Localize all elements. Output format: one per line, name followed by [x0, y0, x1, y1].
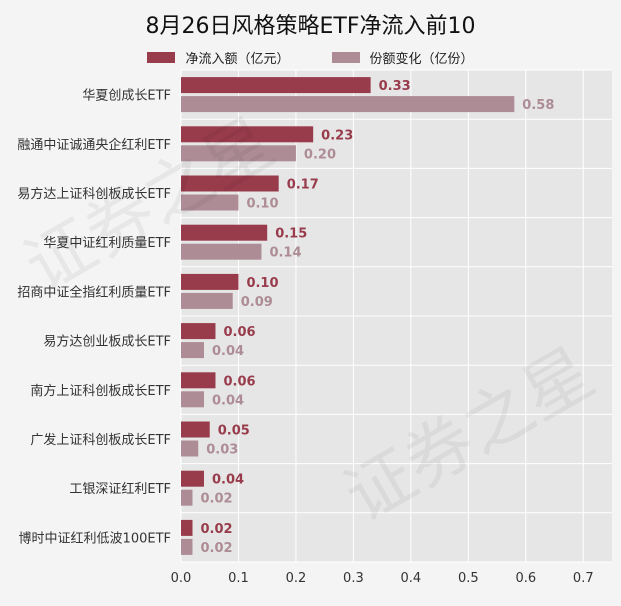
bar-share-change	[181, 342, 204, 359]
x-tick-label: 0.7	[573, 571, 594, 586]
data-label: 0.02	[200, 492, 232, 507]
y-category-label: 华夏中证红利质量ETF	[43, 235, 171, 251]
y-category-label: 易方达上证科创板成长ETF	[17, 186, 171, 202]
bar-share-change	[181, 538, 193, 555]
bar-net-inflow	[181, 519, 193, 536]
bar-share-change	[181, 489, 193, 506]
legend-item-series2: 份额变化（亿份）	[331, 48, 474, 67]
bar-net-inflow	[181, 421, 210, 438]
data-label: 0.02	[200, 522, 232, 537]
chart-title: 8月26日风格策略ETF净流入前10	[145, 14, 476, 39]
bar-net-inflow	[181, 323, 216, 340]
y-category-label: 招商中证全指红利质量ETF	[17, 284, 171, 300]
bar-net-inflow	[181, 470, 204, 487]
bar-net-inflow	[181, 224, 268, 241]
data-label: 0.58	[522, 98, 554, 113]
x-tick-label: 0.1	[228, 571, 249, 586]
x-tick-label: 0.4	[401, 571, 422, 586]
y-category-label: 南方上证科创板成长ETF	[30, 383, 171, 399]
data-label: 0.15	[275, 227, 307, 242]
data-label: 0.17	[287, 178, 319, 193]
bar-share-change	[181, 96, 515, 113]
bar-net-inflow	[181, 372, 216, 389]
data-label: 0.10	[246, 197, 278, 212]
data-label: 0.03	[206, 443, 238, 458]
y-category-label: 广发上证科创板成长ETF	[30, 432, 171, 448]
data-label: 0.20	[304, 147, 336, 162]
legend-item-series1: 净流入额（亿元）	[147, 48, 290, 67]
x-tick-label: 0.5	[458, 571, 479, 586]
bar-net-inflow	[181, 126, 314, 143]
legend-swatch-series2	[331, 52, 360, 63]
x-tick-label: 0.3	[343, 571, 364, 586]
data-label: 0.33	[379, 79, 411, 94]
bar-net-inflow	[181, 175, 279, 192]
legend-label-series1: 净流入额（亿元）	[185, 52, 290, 67]
data-label: 0.10	[246, 276, 278, 291]
x-tick-label: 0.6	[515, 571, 536, 586]
y-category-label: 博时中证红利低波100ETF	[19, 530, 171, 546]
y-category-label: 华夏创成长ETF	[82, 89, 171, 104]
data-label: 0.09	[241, 295, 273, 310]
bar-share-change	[181, 194, 239, 211]
bar-net-inflow	[181, 273, 239, 290]
bar-net-inflow	[181, 77, 371, 94]
y-category-label: 工银深证红利ETF	[69, 481, 171, 497]
chart-legend: 净流入额（亿元） 份额变化（亿份）	[0, 48, 621, 67]
x-tick-label: 0.2	[286, 571, 307, 586]
data-label: 0.06	[223, 374, 255, 389]
bar-share-change	[181, 145, 296, 162]
legend-label-series2: 份额变化（亿份）	[369, 52, 474, 67]
y-category-label: 易方达创业板成长ETF	[43, 334, 171, 350]
bar-share-change	[181, 391, 204, 408]
bar-share-change	[181, 292, 233, 309]
data-label: 0.04	[212, 473, 244, 488]
data-label: 0.02	[200, 541, 232, 556]
x-tick-label: 0.0	[171, 571, 192, 586]
data-label: 0.14	[269, 246, 301, 261]
y-category-label: 融通中证诚通央企红利ETF	[17, 137, 171, 153]
data-label: 0.04	[212, 344, 244, 359]
data-label: 0.04	[212, 393, 244, 408]
data-label: 0.06	[223, 325, 255, 340]
data-label: 0.05	[218, 424, 250, 439]
bar-share-change	[181, 440, 199, 457]
legend-swatch-series1	[147, 52, 176, 63]
bar-share-change	[181, 243, 262, 260]
data-label: 0.23	[321, 128, 353, 143]
